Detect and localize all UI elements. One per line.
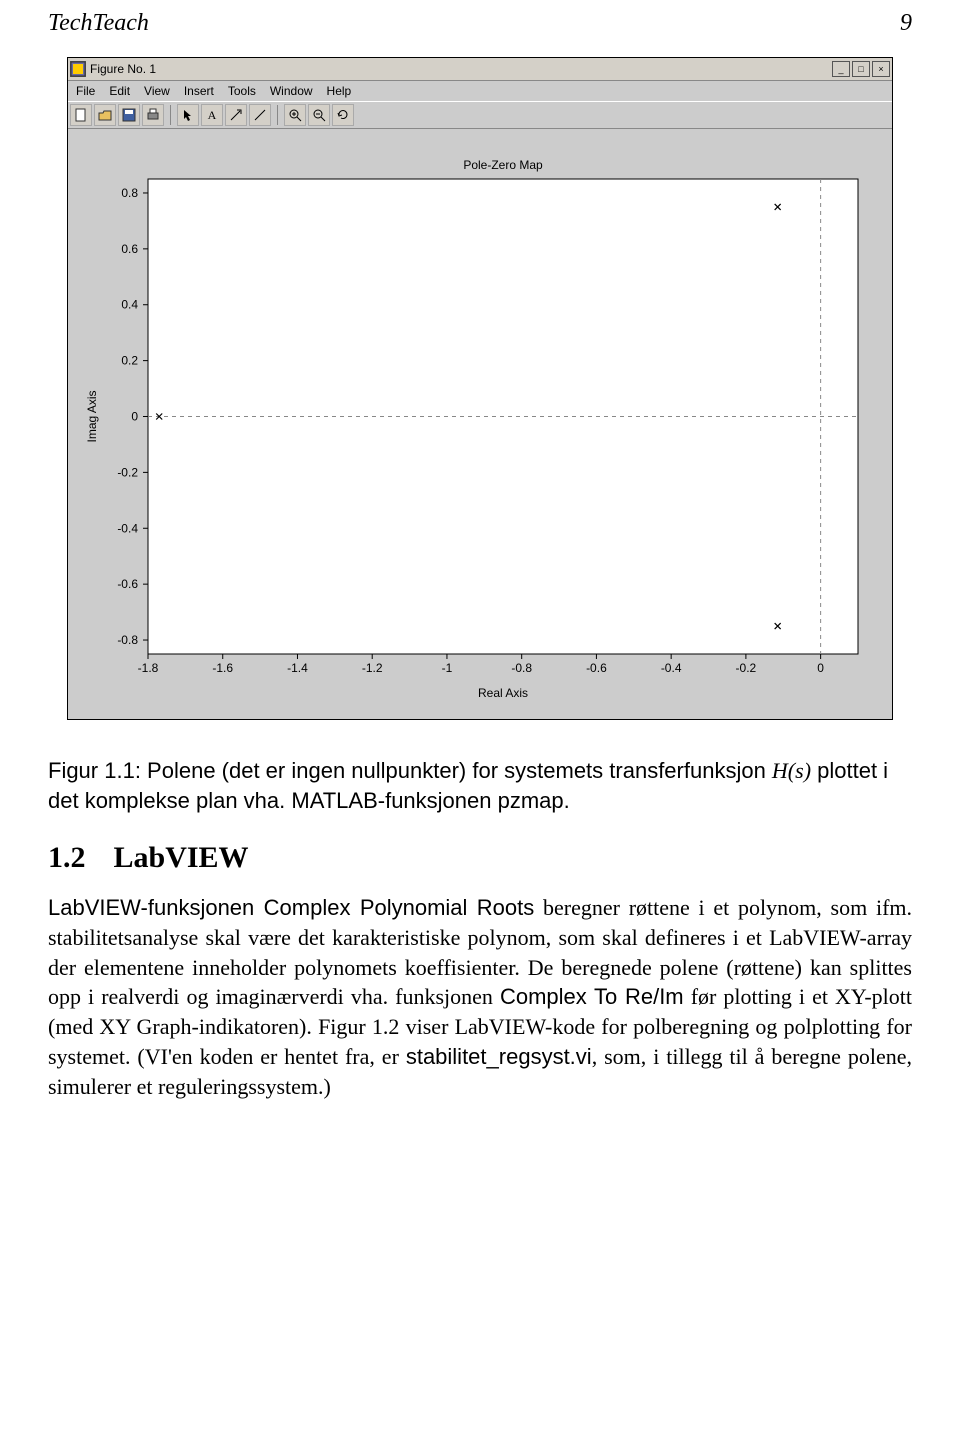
svg-text:0.8: 0.8 [121, 186, 138, 200]
close-button[interactable]: × [872, 61, 890, 77]
figure-window: Figure No. 1 _ □ × File Edit View Insert… [67, 57, 893, 720]
line-icon[interactable] [249, 104, 271, 126]
menu-view[interactable]: View [144, 84, 170, 98]
svg-text:0.4: 0.4 [121, 298, 138, 312]
caption-fn: pzmap [498, 788, 564, 813]
new-icon[interactable] [70, 104, 92, 126]
rotate-icon[interactable] [332, 104, 354, 126]
menu-window[interactable]: Window [270, 84, 313, 98]
caption-math: H(s) [772, 758, 811, 783]
menubar: File Edit View Insert Tools Window Help [68, 81, 892, 101]
svg-text:Imag Axis: Imag Axis [85, 390, 99, 442]
svg-text:0: 0 [817, 661, 824, 675]
fn1: Complex Polynomial Roots [264, 895, 535, 920]
svg-text:0.6: 0.6 [121, 242, 138, 256]
svg-text:-1.4: -1.4 [287, 661, 308, 675]
zoomout-icon[interactable] [308, 104, 330, 126]
header-left: TechTeach [48, 10, 149, 37]
svg-text:0: 0 [131, 410, 138, 424]
text-icon[interactable]: A [201, 104, 223, 126]
svg-text:-0.4: -0.4 [661, 661, 682, 675]
svg-text:-1.8: -1.8 [138, 661, 159, 675]
menu-help[interactable]: Help [327, 84, 352, 98]
svg-text:Pole-Zero Map: Pole-Zero Map [463, 158, 543, 172]
svg-text:-0.8: -0.8 [511, 661, 532, 675]
plot-region: Pole-Zero Map -1.8 -1.6 -1.4 -1.2 -1 -0.8 -0.6 -… [68, 129, 892, 719]
menu-edit[interactable]: Edit [109, 84, 130, 98]
save-icon[interactable] [118, 104, 140, 126]
print-icon[interactable] [142, 104, 164, 126]
caption-tail: . [564, 788, 570, 813]
pole-zero-chart: Pole-Zero Map -1.8 -1.6 -1.4 -1.2 -1 -0.8 -0.6 -… [78, 149, 878, 709]
caption-prefix: Figur 1.1: [48, 758, 147, 783]
svg-text:-1.2: -1.2 [362, 661, 383, 675]
fn3: stabilitet_regsyst.vi [406, 1044, 592, 1069]
svg-text:-0.6: -0.6 [117, 577, 138, 591]
zoomin-icon[interactable] [284, 104, 306, 126]
svg-text:0.2: 0.2 [121, 354, 138, 368]
svg-text:-1.6: -1.6 [212, 661, 233, 675]
svg-text:-0.2: -0.2 [117, 465, 138, 479]
arrow-icon[interactable] [225, 104, 247, 126]
para1a: LabVIEW-funksjonen [48, 895, 264, 920]
menu-file[interactable]: File [76, 84, 95, 98]
toolbar: A [68, 101, 892, 129]
fn2: Complex To Re/Im [500, 984, 684, 1009]
section-num: 1.2 [48, 841, 86, 875]
menu-tools[interactable]: Tools [228, 84, 256, 98]
menu-insert[interactable]: Insert [184, 84, 214, 98]
body-paragraph: LabVIEW-funksjonen Complex Polynomial Ro… [48, 893, 912, 1101]
svg-text:-1: -1 [442, 661, 453, 675]
svg-text:-0.2: -0.2 [736, 661, 757, 675]
section-heading: 1.2 LabVIEW [48, 841, 912, 875]
caption-body1: Polene (det er ingen nullpunkter) for sy… [147, 758, 772, 783]
open-icon[interactable] [94, 104, 116, 126]
section-title: LabVIEW [114, 841, 249, 874]
window-title: Figure No. 1 [90, 62, 156, 76]
titlebar: Figure No. 1 _ □ × [68, 58, 892, 81]
figure-caption: Figur 1.1: Polene (det er ingen nullpunk… [48, 756, 912, 815]
svg-text:Real Axis: Real Axis [478, 686, 528, 700]
page-number: 9 [900, 10, 912, 37]
svg-text:-0.6: -0.6 [586, 661, 607, 675]
maximize-button[interactable]: □ [852, 61, 870, 77]
minimize-button[interactable]: _ [832, 61, 850, 77]
svg-text:-0.8: -0.8 [117, 633, 138, 647]
app-icon [70, 61, 86, 77]
pointer-icon[interactable] [177, 104, 199, 126]
svg-text:-0.4: -0.4 [117, 521, 138, 535]
